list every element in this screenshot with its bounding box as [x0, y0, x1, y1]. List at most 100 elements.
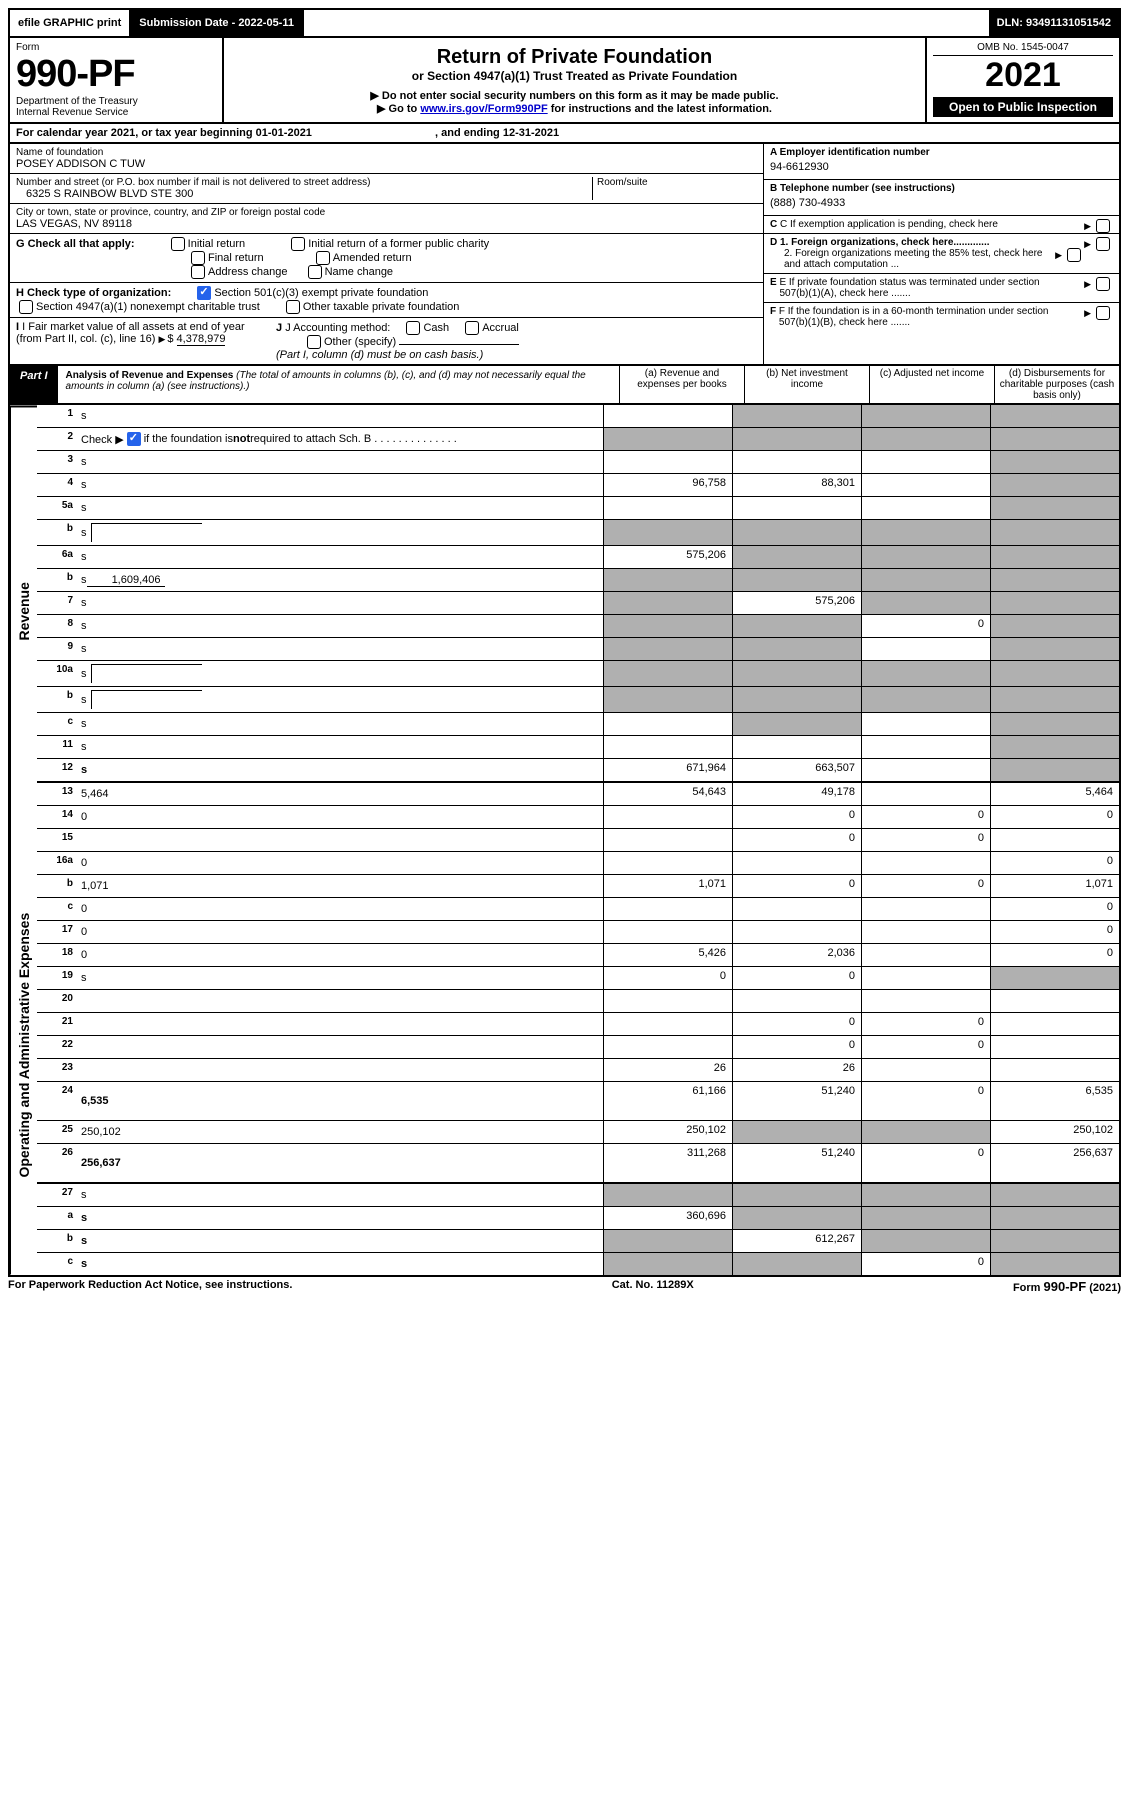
cell-a — [603, 405, 732, 427]
efile-label: efile GRAPHIC print — [10, 10, 131, 36]
cash-checkbox[interactable] — [406, 321, 420, 335]
cell-c: 0 — [861, 875, 990, 897]
irs-link[interactable]: www.irs.gov/Form990PF — [420, 103, 547, 115]
cell-d: 0 — [990, 898, 1119, 920]
warn2-pre: ▶ Go to — [377, 103, 420, 115]
cell-d — [990, 592, 1119, 614]
amended-return-checkbox[interactable] — [316, 251, 330, 265]
initial-return-checkbox[interactable] — [171, 237, 185, 251]
row-description: Check ▶ if the foundation is not require… — [77, 428, 603, 450]
row-number: 16a — [37, 852, 77, 874]
accrual-checkbox[interactable] — [465, 321, 479, 335]
row-number: 25 — [37, 1121, 77, 1143]
table-row: cs — [37, 713, 1119, 736]
table-row: b1,0711,071001,071 — [37, 875, 1119, 898]
cell-d: 1,071 — [990, 875, 1119, 897]
cell-c — [861, 852, 990, 874]
cell-b — [732, 852, 861, 874]
cell-d — [990, 1230, 1119, 1252]
cell-a — [603, 1184, 732, 1206]
row-description: s — [77, 520, 603, 545]
row-description: s — [77, 451, 603, 473]
cell-b — [732, 1207, 861, 1229]
cell-a: 360,696 — [603, 1207, 732, 1229]
table-row: 135,46454,64349,1785,464 — [37, 783, 1119, 806]
cell-b: 49,178 — [732, 783, 861, 805]
dept-line: Department of the Treasury — [16, 96, 216, 107]
cal-mid: , and ending — [435, 127, 503, 139]
cell-a — [603, 990, 732, 1012]
j-accrual: Accrual — [482, 322, 519, 334]
final-return-checkbox[interactable] — [191, 251, 205, 265]
cell-c — [861, 783, 990, 805]
e-cell: E E If private foundation status was ter… — [764, 274, 1119, 303]
cell-c — [861, 1184, 990, 1206]
rows-container: 1s2Check ▶ if the foundation is not requ… — [37, 405, 1119, 1275]
row-description: 0 — [77, 944, 603, 966]
part1-title-bold: Analysis of Revenue and Expenses — [66, 370, 234, 381]
e-checkbox[interactable] — [1096, 277, 1110, 291]
cell-c — [861, 569, 990, 591]
cell-c — [861, 451, 990, 473]
row-number: 15 — [37, 829, 77, 851]
table-row: 16a00 — [37, 852, 1119, 875]
city-label: City or town, state or province, country… — [16, 207, 757, 218]
table-row: 4s96,75888,301 — [37, 474, 1119, 497]
cell-c — [861, 1207, 990, 1229]
cell-c: 0 — [861, 615, 990, 637]
cell-c — [861, 687, 990, 712]
table-row: 1700 — [37, 921, 1119, 944]
cell-a — [603, 713, 732, 735]
former-charity-checkbox[interactable] — [291, 237, 305, 251]
501c3-checkbox[interactable] — [197, 286, 211, 300]
cell-d — [990, 497, 1119, 519]
c-label: C If exemption application is pending, c… — [780, 219, 998, 230]
cell-a: 250,102 — [603, 1121, 732, 1143]
f-checkbox[interactable] — [1096, 306, 1110, 320]
name-change-checkbox[interactable] — [308, 265, 322, 279]
row-description: 5,464 — [77, 783, 603, 805]
d2-checkbox[interactable] — [1067, 248, 1081, 262]
dln-label: DLN: 93491131051542 — [989, 10, 1119, 36]
top-bar: efile GRAPHIC print Submission Date - 20… — [8, 8, 1121, 38]
row-description — [77, 990, 603, 1012]
cell-b — [732, 713, 861, 735]
cell-d — [990, 1036, 1119, 1058]
cell-b: 663,507 — [732, 759, 861, 781]
h-opt-2: Section 4947(a)(1) nonexempt charitable … — [36, 301, 260, 313]
other-taxable-checkbox[interactable] — [286, 300, 300, 314]
4947a1-checkbox[interactable] — [19, 300, 33, 314]
tax-year: 2021 — [933, 56, 1113, 95]
cell-c — [861, 1230, 990, 1252]
cell-a — [603, 1253, 732, 1275]
other-method-checkbox[interactable] — [307, 335, 321, 349]
foundation-city: LAS VEGAS, NV 89118 — [16, 218, 757, 230]
cell-a — [603, 852, 732, 874]
table-row: 246,53561,16651,24006,535 — [37, 1082, 1119, 1121]
cell-c — [861, 1059, 990, 1081]
cell-b: 26 — [732, 1059, 861, 1081]
d1-checkbox[interactable] — [1096, 237, 1110, 251]
cell-c — [861, 1121, 990, 1143]
cell-c — [861, 944, 990, 966]
address-change-checkbox[interactable] — [191, 265, 205, 279]
cell-d: 256,637 — [990, 1144, 1119, 1182]
row-number: 13 — [37, 783, 77, 805]
row-number: 1 — [37, 405, 77, 427]
table-row: 27s — [37, 1184, 1119, 1207]
tel-label: B Telephone number (see instructions) — [770, 183, 1113, 194]
j-note: (Part I, column (d) must be on cash basi… — [276, 349, 483, 361]
col-b-header: (b) Net investment income — [744, 366, 869, 403]
table-row: 232626 — [37, 1059, 1119, 1082]
cell-d — [990, 1207, 1119, 1229]
c-checkbox[interactable] — [1096, 219, 1110, 233]
cell-a — [603, 829, 732, 851]
calendar-year-row: For calendar year 2021, or tax year begi… — [8, 124, 1121, 144]
cell-b — [732, 661, 861, 686]
cell-c — [861, 898, 990, 920]
cell-c: 0 — [861, 1082, 990, 1120]
cell-a: 575,206 — [603, 546, 732, 568]
form-header: Form 990-PF Department of the Treasury I… — [8, 38, 1121, 124]
cell-b — [732, 921, 861, 943]
schb-checkbox[interactable] — [127, 432, 141, 446]
